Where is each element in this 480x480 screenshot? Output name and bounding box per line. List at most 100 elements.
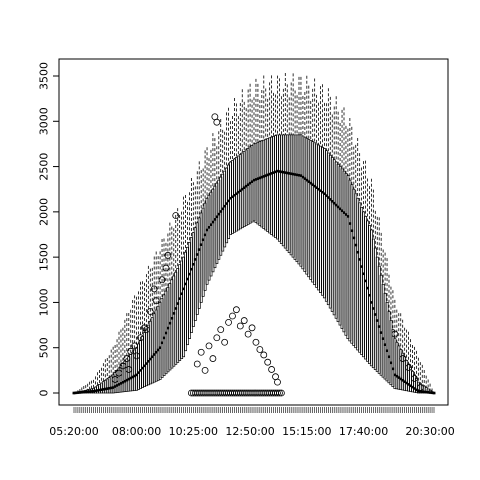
x-axis: 05:20:00 08:00:00 10:25:00 12:50:00 15:15:00… [49,404,455,438]
outlier-midday_low-13 [244,330,252,338]
box-0 [72,391,76,413]
median-mark [129,376,133,380]
median-mark [174,307,178,310]
x-tick-label: 17:40:00 [339,425,388,438]
box-82 [232,97,236,413]
median-mark [107,386,111,390]
box-104 [276,75,279,413]
median-mark [137,371,140,374]
outlier-morning-7 [146,308,154,315]
median-mark [119,382,123,385]
median-mark [317,187,320,191]
median-mark [278,170,281,173]
median-mark [146,360,150,363]
median-mark [364,279,367,283]
median-mark [319,189,322,193]
outlier-midday_low-5 [213,334,221,342]
y-tick-label: 1500 [38,243,51,271]
median-mark [135,373,139,377]
median-mark [391,367,395,371]
median-mark [72,391,76,395]
median-mark [240,187,244,191]
median-mark [409,384,412,388]
median-mark [297,173,301,177]
median-mark [293,173,297,176]
median-mark [309,181,313,185]
median-mark [162,336,166,340]
median-mark [387,355,391,359]
median-mark [164,331,168,335]
median-mark [141,366,144,370]
box-93 [254,78,258,413]
median-mark [205,228,209,232]
median-mark [156,348,160,352]
median-mark [133,374,137,378]
median-mark [350,229,354,233]
median-mark [234,192,238,196]
median-mark [246,183,250,186]
median-mark [223,204,227,208]
median-mark [428,391,432,394]
median-mark [276,169,279,173]
median-mark [303,177,307,180]
median-mark [270,172,274,175]
box-180 [424,375,428,413]
median-mark [295,173,299,177]
median-mark [172,312,176,315]
outlier-evening-3 [411,375,418,382]
median-mark [291,172,295,176]
median-mark [207,226,211,229]
box-184 [432,391,436,413]
outlier-morning-0 [115,369,123,377]
median-mark [238,189,242,193]
median-mark [201,238,205,242]
median-mark [416,389,420,393]
median-mark [381,337,385,340]
median-mark [78,391,82,394]
median-mark [305,178,309,182]
outlier-morning-11 [162,264,170,272]
median-mark [342,211,346,214]
median-mark [344,213,348,216]
x-tick-label: 10:25:00 [169,425,218,438]
box-112 [291,73,295,413]
y-axis: 0 500 1000 1500 2000 2500 3000 3500 [38,62,60,397]
box-89 [246,89,250,413]
median-mark [236,190,240,194]
median-mark [176,302,180,305]
outlier-morning-5 [137,334,144,342]
box-181 [426,379,430,413]
median-mark [272,171,275,174]
outlier-morning-15 [125,366,133,373]
median-mark [98,388,101,392]
box-8 [88,381,92,413]
outlier-midday_low-6 [217,326,225,334]
outlier-midday_low-7 [221,338,229,346]
median-mark [368,293,371,297]
median-mark [123,379,127,383]
outlier-midday_low-9 [229,312,236,320]
median-mark [328,198,332,201]
outlier-morning-13 [172,212,180,219]
outlier-midday_low-2 [201,366,209,374]
median-mark [215,215,219,219]
box-11 [94,376,97,413]
median-mark [74,391,78,395]
median-mark [403,380,407,383]
median-mark [211,220,215,224]
median-mark [86,390,90,394]
median-mark [422,390,426,394]
median-mark [88,390,92,393]
median-mark [127,377,131,381]
y-tick-label: 3500 [38,62,51,90]
median-mark [330,199,334,203]
median-mark [103,387,107,391]
median-mark [256,177,260,180]
median-mark [160,341,164,345]
outlier-midday_low-23 [213,118,221,126]
y-tick-label: 2500 [38,153,51,181]
outlier-evening-2 [405,364,412,372]
outlier-morning-8 [150,285,158,293]
outlier-morning-1 [119,362,127,370]
